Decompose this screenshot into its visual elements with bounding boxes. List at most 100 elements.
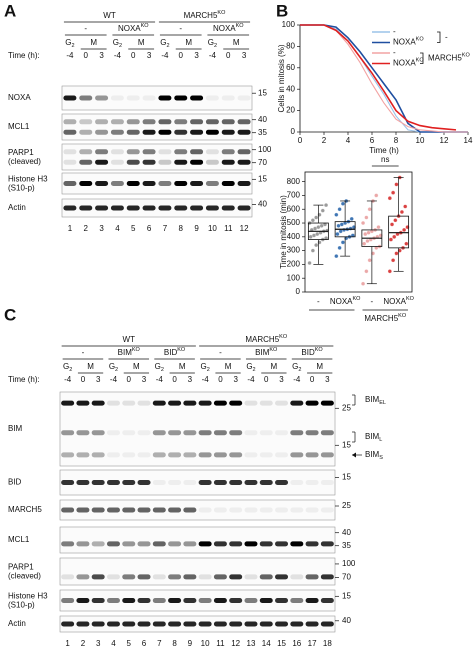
y-tick-label: 200 xyxy=(287,260,301,269)
isoform-label: BIMS xyxy=(365,450,383,461)
band xyxy=(275,621,289,627)
data-point xyxy=(387,269,392,274)
data-point xyxy=(307,260,312,266)
band xyxy=(244,430,258,436)
isoform-label: BIMEL xyxy=(365,395,386,406)
isoform-label: BIML xyxy=(365,432,382,443)
band xyxy=(290,621,304,627)
band xyxy=(122,598,136,603)
band xyxy=(198,507,212,513)
band xyxy=(305,430,319,436)
band xyxy=(106,598,120,603)
band xyxy=(137,574,151,580)
mw-label: 35 xyxy=(342,541,351,550)
row-label: Histone H3 xyxy=(8,175,48,184)
lane-number: 15 xyxy=(277,639,286,646)
blot-frame xyxy=(59,615,336,633)
band xyxy=(168,400,182,406)
band xyxy=(152,480,166,485)
genotype-label-text: WT xyxy=(103,11,116,20)
band xyxy=(221,149,235,155)
band xyxy=(137,621,151,627)
band xyxy=(229,621,243,627)
axis xyxy=(299,25,468,133)
mw-label: 100 xyxy=(258,145,272,154)
plot-frame xyxy=(304,171,413,293)
row-label: MCL1 xyxy=(8,535,30,544)
band xyxy=(168,480,182,485)
band xyxy=(229,507,243,513)
lane-number: 10 xyxy=(201,639,210,646)
band xyxy=(142,159,156,165)
time-label: 3 xyxy=(242,51,247,60)
band xyxy=(91,400,105,406)
band xyxy=(168,541,182,547)
data-point xyxy=(394,182,399,187)
band xyxy=(190,159,204,165)
genotype-label-text: WT xyxy=(123,335,136,344)
data-point xyxy=(367,258,372,263)
data-point xyxy=(362,241,367,246)
time-label: 3 xyxy=(279,375,284,384)
phase-label-text: G xyxy=(155,362,161,371)
data-point xyxy=(392,234,397,239)
band xyxy=(122,621,136,627)
x-tick-label: - xyxy=(371,297,374,306)
lane-number: 8 xyxy=(179,224,184,233)
band xyxy=(198,621,212,627)
legend-label-text: - xyxy=(393,27,396,36)
data-point xyxy=(337,245,342,250)
band xyxy=(152,452,166,458)
condition-label: - xyxy=(82,348,85,357)
band xyxy=(320,480,334,485)
band xyxy=(213,574,227,580)
lane-number: 3 xyxy=(99,224,104,233)
phase-label-sub: 2 xyxy=(72,43,75,49)
condition-label: NOXAKO xyxy=(118,23,149,33)
band xyxy=(122,480,136,485)
band xyxy=(213,452,227,458)
band xyxy=(63,95,77,101)
band xyxy=(137,541,151,547)
band xyxy=(190,129,204,135)
lane-number: 9 xyxy=(188,639,193,646)
band xyxy=(63,129,77,135)
band xyxy=(190,205,204,211)
legend-label: NOXAKO xyxy=(393,37,424,47)
data-point xyxy=(376,225,381,230)
y-tick-label: 100 xyxy=(282,20,296,29)
band xyxy=(221,119,235,125)
band xyxy=(259,507,273,513)
band xyxy=(91,541,105,547)
legend-label-text: - xyxy=(393,48,396,57)
band xyxy=(183,452,197,458)
band xyxy=(183,400,197,406)
band xyxy=(244,541,258,547)
time-label: 0 xyxy=(226,51,231,60)
band xyxy=(63,149,77,155)
y-tick-label: 20 xyxy=(286,106,295,115)
band xyxy=(91,480,105,485)
data-point xyxy=(310,248,315,253)
time-label: -4 xyxy=(247,375,255,384)
data-point xyxy=(341,227,347,232)
x-tick-label-text: - xyxy=(371,297,374,306)
band xyxy=(79,181,93,186)
band xyxy=(63,205,77,211)
condition-label-text: - xyxy=(84,24,87,33)
band xyxy=(61,621,75,627)
band xyxy=(76,430,90,436)
band xyxy=(205,119,219,125)
band xyxy=(221,205,235,211)
band xyxy=(174,205,188,211)
band xyxy=(205,129,219,135)
band xyxy=(122,400,136,406)
condition-label: - xyxy=(84,24,87,33)
group-label-sup: KO xyxy=(398,313,407,319)
band xyxy=(110,95,124,101)
phase-label: G2 xyxy=(63,362,72,373)
time-label: 0 xyxy=(172,375,177,384)
band xyxy=(244,400,258,406)
band xyxy=(198,541,212,547)
band xyxy=(320,452,334,458)
